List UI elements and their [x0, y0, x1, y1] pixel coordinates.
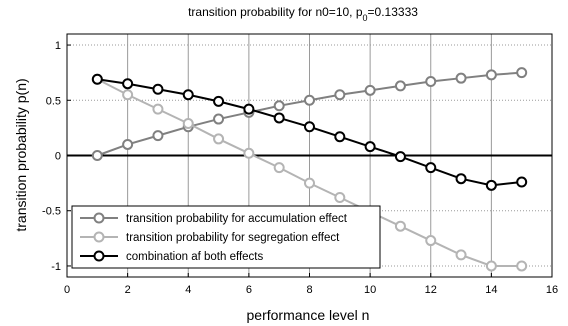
legend-entry-label: transition probability for accumulation … — [126, 213, 348, 225]
series-1-point — [455, 72, 467, 84]
y-tick-label: -1 — [51, 261, 61, 273]
series-3-point — [243, 103, 255, 115]
series-1-point — [394, 80, 406, 92]
series-1-point — [91, 150, 103, 161]
series-1-point — [122, 138, 134, 150]
series-1-point — [304, 94, 315, 106]
legend-swatch-marker — [93, 250, 105, 262]
series-3-point — [364, 141, 376, 153]
series-2-point — [122, 89, 134, 101]
series-2-point — [152, 103, 164, 115]
x-tick-label: 2 — [125, 284, 131, 296]
x-tick-label: 6 — [246, 284, 252, 296]
y-axis-label: transition probability p(n) — [13, 78, 29, 231]
chart-title-prefix: transition probability for n0=10, p — [188, 5, 363, 19]
series-1-point — [334, 89, 346, 101]
series-2-point — [516, 260, 528, 272]
series-2-point — [243, 147, 255, 159]
legend-entry-label: combination af both effects — [126, 251, 263, 263]
series-3-point — [91, 73, 103, 85]
series-1-point — [273, 100, 285, 112]
y-tick-label: 0.5 — [46, 95, 61, 107]
series-2-point — [304, 177, 315, 189]
y-tick-label: 0 — [55, 151, 61, 163]
x-tick-label: 10 — [364, 284, 376, 296]
x-tick-label: 12 — [425, 284, 437, 296]
series-3-point — [182, 89, 194, 101]
legend-entry-label: transition probability for segregation e… — [126, 232, 340, 244]
legend-swatch-marker — [93, 212, 105, 224]
series-3-point — [455, 173, 467, 185]
series-2-point — [394, 220, 406, 232]
series-3-point — [516, 176, 528, 188]
series-1-point — [152, 130, 164, 142]
chart-title: transition probability for n0=10, p0=0.1… — [188, 5, 418, 23]
series-1-point — [516, 67, 528, 79]
series-2-point — [334, 191, 346, 203]
x-tick-label: 14 — [485, 284, 497, 296]
series-3-point — [304, 121, 315, 133]
series-3-point — [334, 131, 346, 143]
series-1-point — [364, 84, 376, 96]
series-3-point — [213, 95, 225, 107]
chart-title-subscript: 0 — [363, 13, 368, 23]
series-2-point — [213, 133, 225, 145]
x-tick-label: 16 — [546, 284, 558, 296]
series-3-point — [425, 162, 437, 174]
y-tick-label: -0.5 — [42, 206, 61, 218]
series-3-point — [394, 151, 406, 163]
y-tick-label: 1 — [55, 40, 61, 52]
series-3-point — [152, 83, 164, 95]
x-axis-label: performance level n — [247, 307, 370, 323]
series-3-point — [122, 78, 134, 90]
series-2-point — [425, 235, 437, 247]
x-tick-label: 4 — [185, 284, 191, 296]
legend-swatch-marker — [93, 231, 105, 243]
x-tick-label: 8 — [306, 284, 312, 296]
series-1-point — [213, 113, 225, 125]
chart-title-suffix: =0.13333 — [368, 5, 419, 19]
series-1-point — [425, 75, 437, 87]
x-tick-label: 0 — [64, 284, 70, 296]
series-2-point — [182, 117, 194, 129]
series-3-point — [273, 112, 285, 124]
legend-box — [71, 205, 381, 269]
series-2-point — [455, 249, 467, 261]
series-1-point — [485, 69, 497, 81]
series-2-point — [485, 260, 497, 272]
legend: transition probability for accumulation … — [71, 205, 381, 269]
series-3-point — [485, 179, 497, 191]
series-2-point — [273, 162, 285, 174]
